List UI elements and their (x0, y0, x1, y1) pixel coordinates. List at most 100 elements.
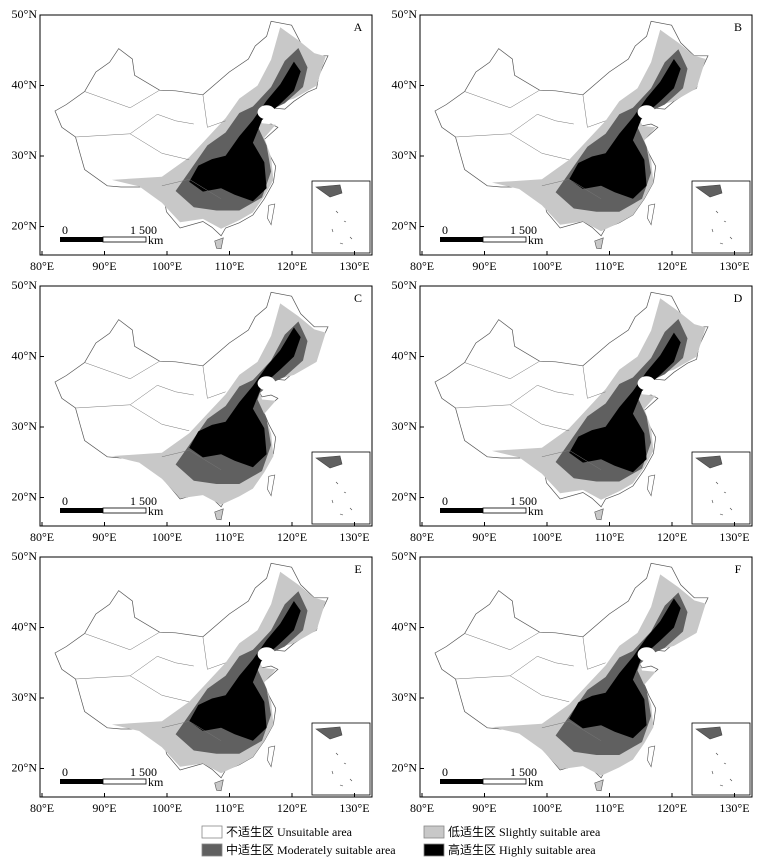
highly-suitable-zone (189, 61, 301, 202)
scale-start: 0 (62, 223, 68, 237)
legend-swatch (201, 843, 223, 857)
hainan (214, 779, 224, 792)
panel-frame (39, 14, 373, 256)
province-border (455, 675, 570, 703)
map (434, 20, 709, 250)
panel-label: A (354, 20, 363, 34)
y-tick-label: 30°N (392, 148, 418, 162)
province-border (464, 631, 540, 651)
x-tick-label: 80°E (410, 259, 434, 273)
panel-label: B (734, 20, 742, 34)
slightly-suitable-zone (111, 571, 326, 774)
province-border (582, 636, 606, 670)
highly-suitable-zone (189, 327, 301, 468)
province-border (75, 404, 190, 432)
taiwan (647, 203, 656, 226)
x-tick-label: 100°E (532, 801, 562, 815)
scale-bar-white (482, 236, 527, 243)
province-border (464, 89, 540, 109)
y-tick-label: 50°N (392, 278, 418, 292)
y-tick-label: 30°N (392, 419, 418, 433)
scale-end: 1 500 (510, 494, 537, 508)
scale-end: 1 500 (130, 494, 157, 508)
scale-unit: km (528, 775, 544, 789)
y-tick-label: 40°N (392, 77, 418, 91)
province-border (541, 721, 602, 742)
scale-end: 1 500 (510, 223, 537, 237)
slightly-suitable-zone (111, 27, 326, 229)
province-border (541, 450, 602, 471)
province-border (129, 656, 194, 677)
y-tick-label: 50°N (392, 7, 418, 21)
taiwan (647, 474, 656, 497)
map (54, 562, 329, 792)
legend-label: 高适生区 Highly suitable area (448, 842, 596, 857)
bohai-sea (637, 647, 656, 662)
province-border (75, 675, 190, 703)
x-tick-label: 120°E (657, 259, 687, 273)
legend-swatch (201, 825, 223, 839)
taiwan (647, 745, 656, 768)
scale-bar-black (60, 508, 103, 513)
province-border (84, 631, 160, 651)
taiwan (267, 203, 276, 226)
panel-label: F (735, 562, 742, 576)
bohai-sea (257, 105, 276, 120)
panel-frame (419, 556, 753, 798)
panel-frame (419, 285, 753, 527)
province-border (202, 94, 226, 128)
scale-start: 0 (442, 223, 448, 237)
scale-unit: km (528, 233, 544, 247)
slightly-suitable-zone (491, 574, 706, 776)
x-tick-label: 100°E (152, 259, 182, 273)
highly-suitable-zone (569, 332, 681, 473)
y-tick-label: 20°N (392, 218, 418, 232)
panel-frame (39, 556, 373, 798)
province-border (75, 133, 190, 161)
panel-frame (39, 285, 373, 527)
x-tick-label: 80°E (30, 801, 54, 815)
scale-end: 1 500 (510, 765, 537, 779)
scale-bar-white (482, 507, 527, 514)
province-border (129, 114, 194, 135)
y-tick-label: 40°N (392, 348, 418, 362)
taiwan (267, 474, 276, 497)
scale-start: 0 (442, 765, 448, 779)
taiwan (267, 745, 276, 768)
map (54, 291, 329, 521)
scale-start: 0 (62, 494, 68, 508)
scale-bar-white (102, 236, 147, 243)
x-tick-label: 130°E (719, 530, 749, 544)
bohai-sea (257, 376, 276, 391)
highly-suitable-zone (569, 59, 681, 199)
province-border (455, 404, 570, 432)
y-tick-label: 50°N (12, 7, 38, 21)
bohai-sea (257, 647, 276, 662)
inset-islands (695, 184, 733, 245)
province-border (202, 365, 226, 399)
x-tick-label: 100°E (532, 259, 562, 273)
scale-bar-white (102, 507, 147, 514)
scale-start: 0 (442, 494, 448, 508)
x-tick-label: 120°E (277, 801, 307, 815)
legend-swatch (423, 843, 445, 857)
y-tick-label: 20°N (392, 489, 418, 503)
x-tick-label: 80°E (410, 530, 434, 544)
x-tick-label: 90°E (472, 530, 496, 544)
x-tick-label: 100°E (532, 530, 562, 544)
x-tick-label: 100°E (152, 530, 182, 544)
x-tick-label: 110°E (215, 259, 245, 273)
y-tick-label: 50°N (392, 549, 418, 563)
legend-label: 低适生区 Slightly suitable area (448, 825, 601, 839)
y-tick-label: 50°N (12, 278, 38, 292)
scale-bar-white (482, 778, 527, 785)
x-tick-label: 100°E (152, 801, 182, 815)
x-tick-label: 120°E (277, 259, 307, 273)
x-tick-label: 80°E (410, 801, 434, 815)
scale-bar-black (60, 779, 103, 784)
inset-islands (315, 184, 353, 245)
